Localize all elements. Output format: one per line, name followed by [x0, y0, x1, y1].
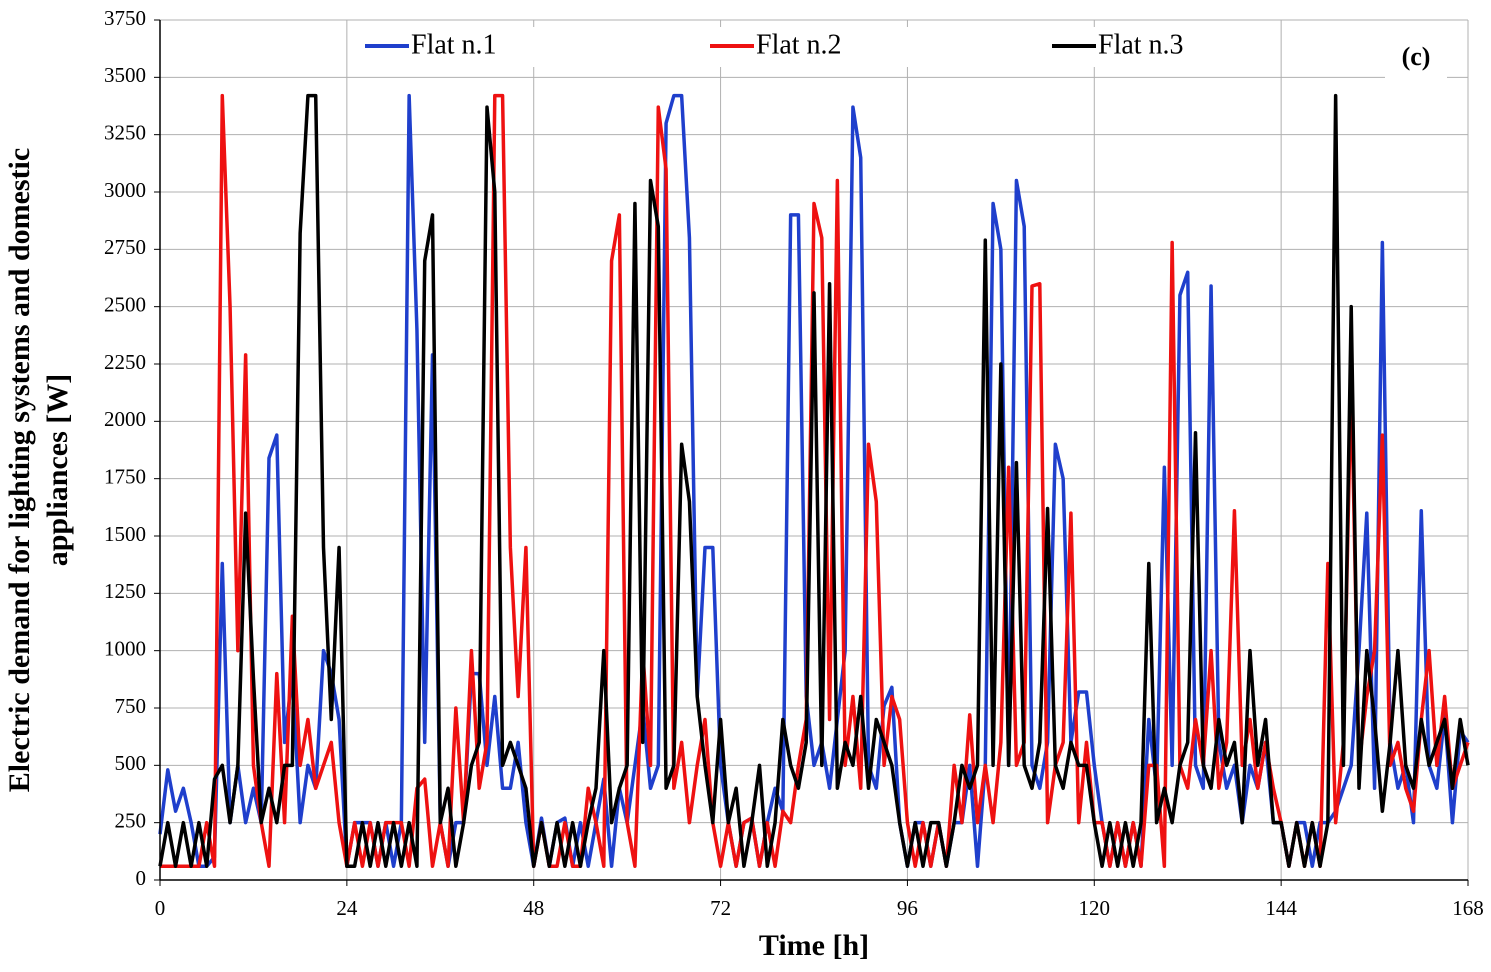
y-tick-label: 500 [115, 751, 147, 775]
x-axis-title: Time [h] [759, 929, 869, 962]
x-tick-label: 72 [710, 896, 731, 920]
legend-label: Flat n.3 [1098, 29, 1184, 60]
y-tick-label: 1750 [104, 464, 146, 488]
y-tick-label: 1000 [104, 636, 146, 660]
y-tick-label: 2750 [104, 235, 146, 259]
annotation: (c) [1402, 42, 1431, 71]
series-line [160, 93, 1470, 868]
y-tick-label: 2000 [104, 407, 146, 431]
y-tick-label: 3750 [104, 6, 146, 30]
y-axis-title: appliances [W] [41, 374, 74, 567]
y-tick-label: 250 [115, 808, 147, 832]
y-tick-label: 3500 [104, 63, 146, 87]
grid [159, 19, 1469, 881]
y-tick-label: 3250 [104, 120, 146, 144]
y-tick-label: 3000 [104, 178, 146, 202]
legend-label: Flat n.1 [411, 29, 497, 60]
x-tick-label: 168 [1452, 896, 1484, 920]
y-tick-label: 1500 [104, 522, 146, 546]
y-tick-label: 2250 [104, 350, 146, 374]
x-tick-label: 24 [336, 896, 358, 920]
x-tick-label: 144 [1265, 896, 1297, 920]
annotation-box [1385, 40, 1447, 78]
x-tick-label: 96 [897, 896, 918, 920]
x-tick-label: 120 [1079, 896, 1111, 920]
y-axis-title: Electric demand for lighting systems and… [3, 148, 36, 792]
y-tick-label: 1250 [104, 579, 146, 603]
series-line [158, 93, 1470, 868]
axes: 0 250 500 750 1000 1250 1500 1750 2000 2250 2500 27… [104, 6, 1484, 920]
y-tick-label: 0 [136, 866, 147, 890]
legend-label: Flat n.2 [756, 29, 842, 60]
x-tick-label: 48 [523, 896, 544, 920]
lines [158, 93, 1470, 868]
y-tick-label: 2500 [104, 292, 146, 316]
y-tick-label: 750 [115, 694, 147, 718]
x-tick-label: 0 [155, 896, 166, 920]
